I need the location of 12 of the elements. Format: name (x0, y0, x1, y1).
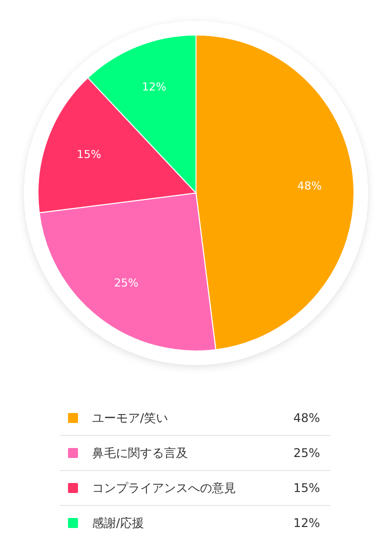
text: 12% (293, 516, 320, 530)
data-label: 12% (142, 80, 166, 94)
data-label: 25% (114, 276, 138, 290)
data-label: 15% (76, 148, 102, 161)
legend-label: 感謝/応援 (92, 516, 144, 530)
legend-label: ユーモア/笑い (92, 411, 168, 425)
text: 25% (293, 446, 320, 460)
legend-label: コンプライアンスへの意見 (92, 481, 236, 495)
data-label: 48% (297, 179, 322, 192)
legend-label: 鼻毛に関する言及 (92, 446, 188, 460)
text: 15% (293, 481, 320, 495)
text: 48% (293, 411, 320, 425)
